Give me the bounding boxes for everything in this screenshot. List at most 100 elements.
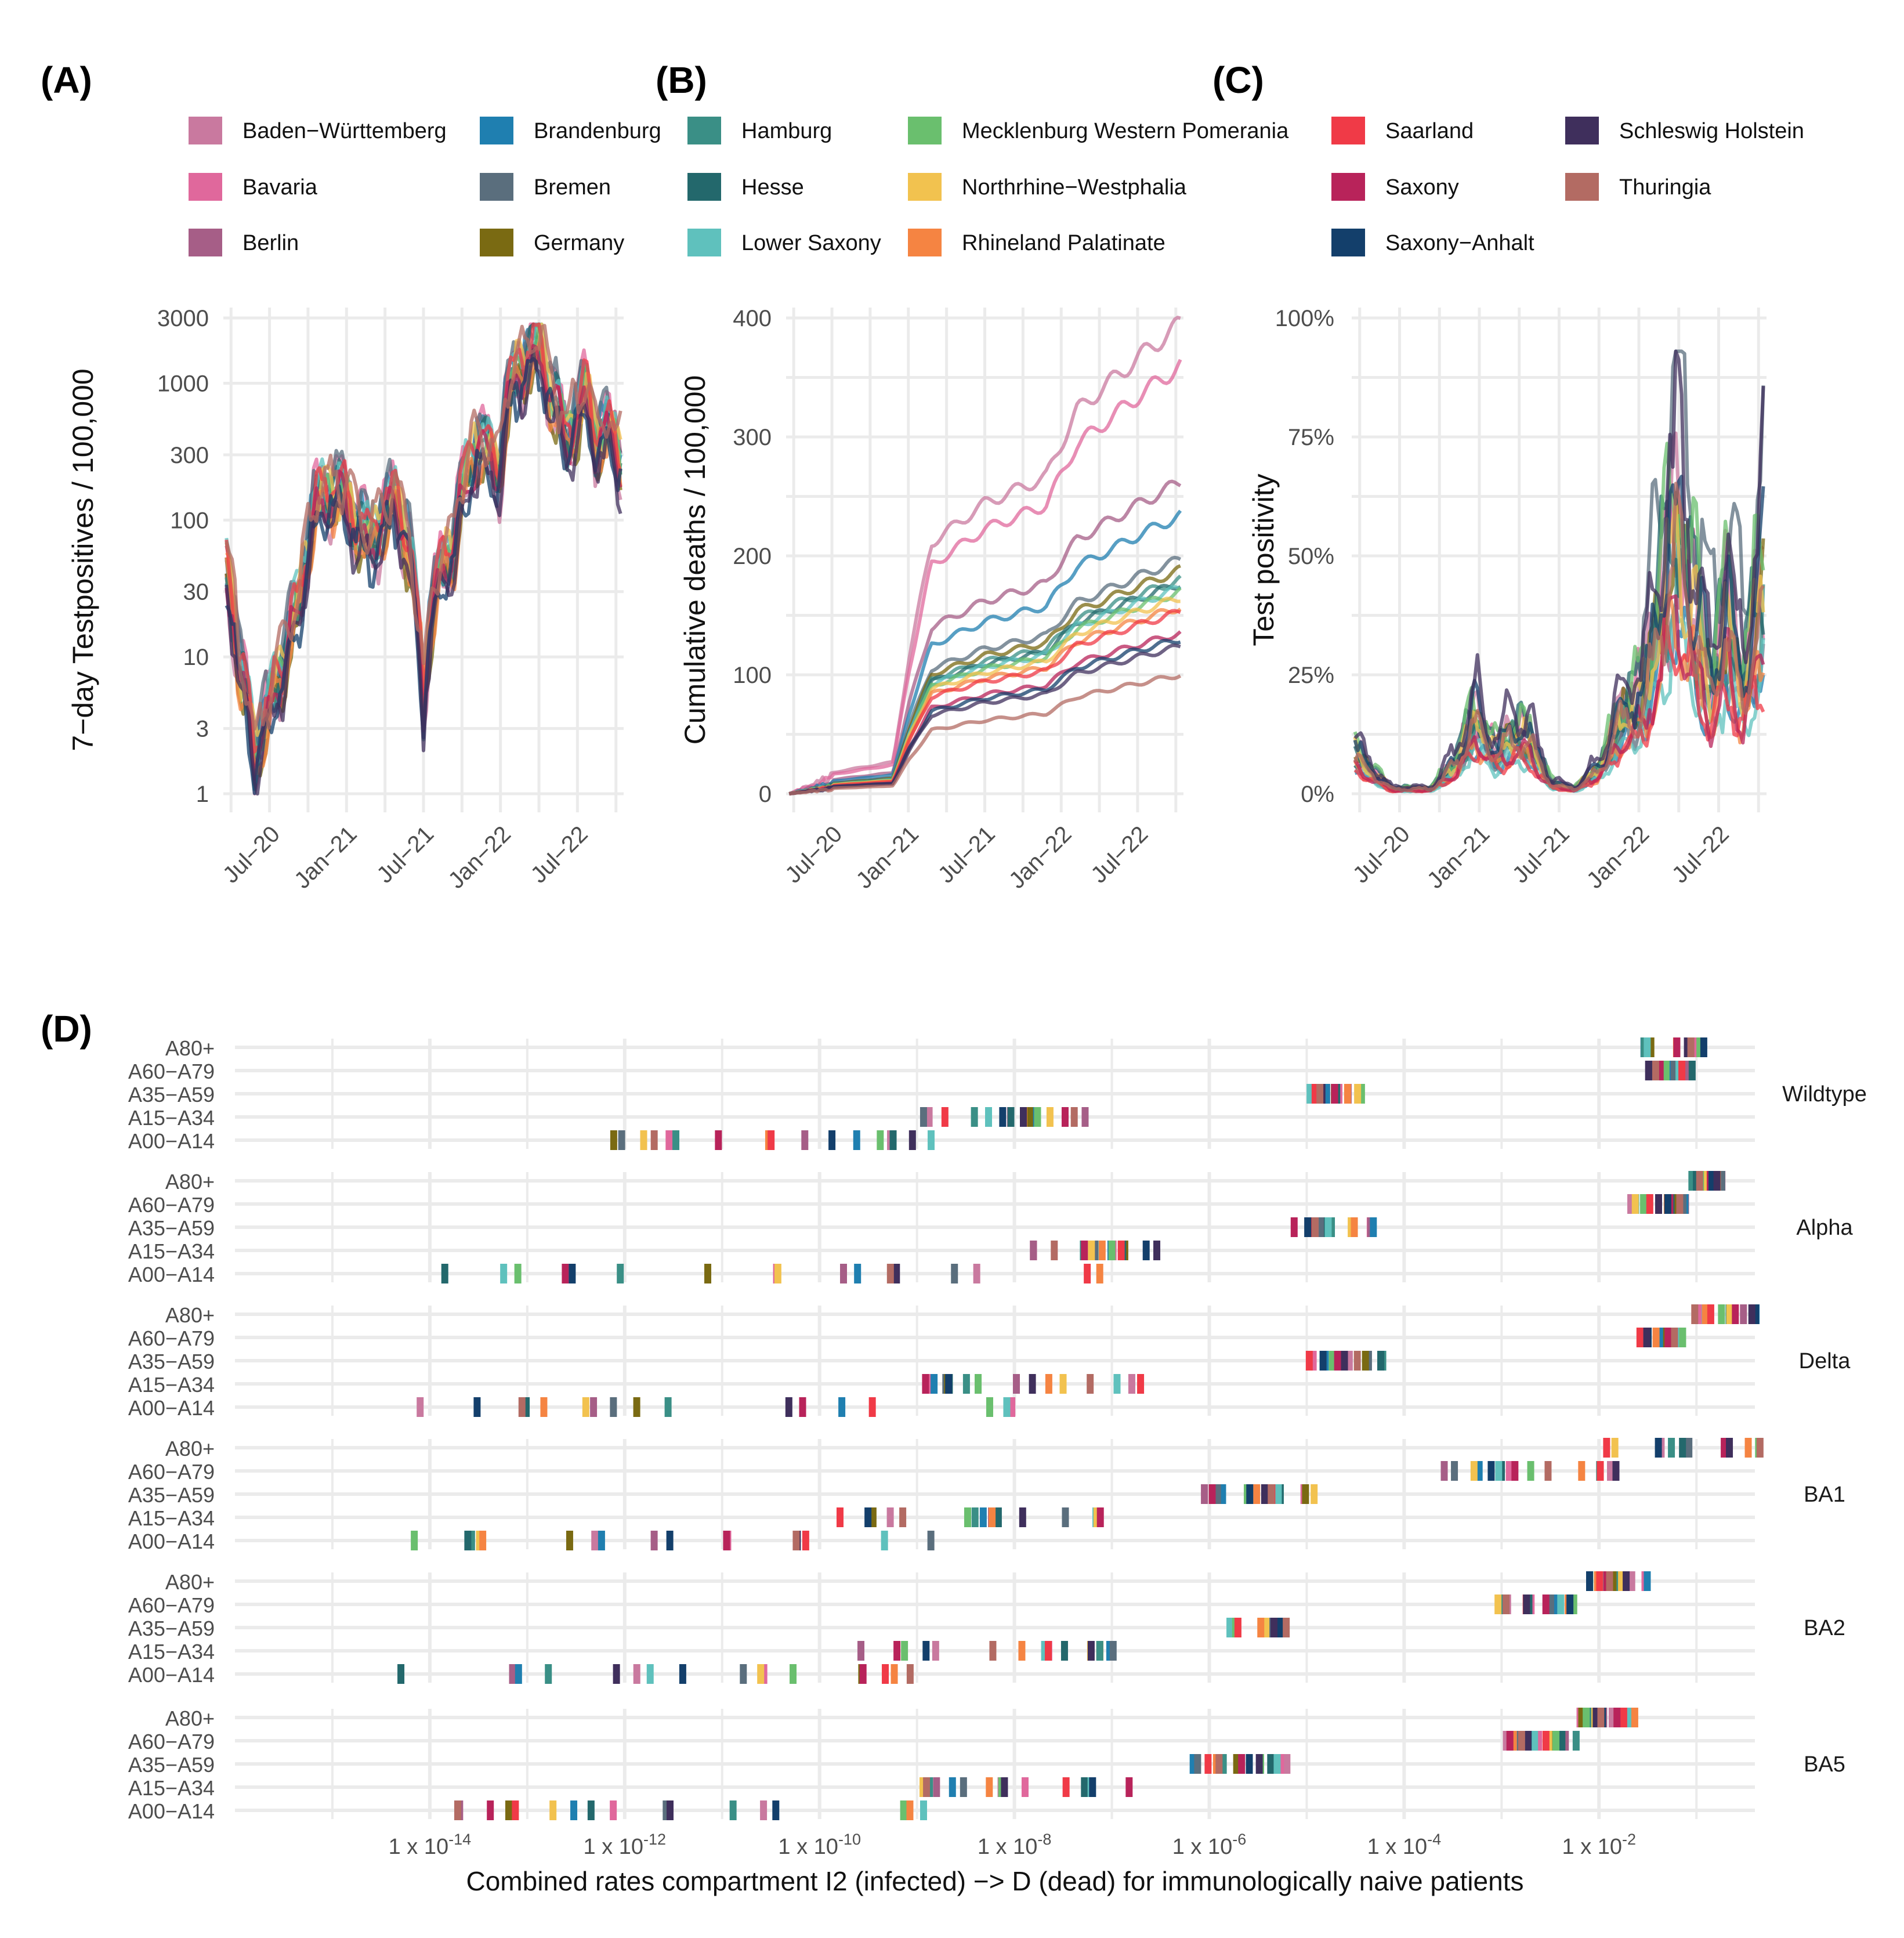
mark-delta-a00-a14: [633, 1397, 640, 1417]
mark-wildtype-a15-a34: [984, 1107, 992, 1127]
mark-alpha-a00-a14: [839, 1264, 847, 1283]
legend-item-berlin: Berlin: [189, 229, 299, 256]
y-tick-label: 0: [759, 782, 772, 807]
mark-delta-a35-a59: [1362, 1351, 1369, 1371]
mark-ba2-a35-a59: [1277, 1618, 1285, 1637]
series-line-thuringia: [788, 674, 1182, 796]
mark-ba5-a00-a14: [454, 1800, 461, 1820]
mark-delta-a80-: [1726, 1304, 1733, 1324]
y-tick-label: A00−A14: [128, 1129, 215, 1153]
mark-wildtype-a80-: [1687, 1037, 1695, 1057]
mark-ba1-a00-a14: [591, 1531, 599, 1550]
y-axis-label: Test positivity: [1247, 473, 1280, 646]
mark-ba2-a00-a14: [613, 1664, 620, 1684]
y-tick-label: 100: [733, 663, 772, 688]
legend-label: Germany: [534, 231, 624, 255]
mark-ba5-a60-a79: [1524, 1731, 1532, 1751]
mark-alpha-a80-: [1713, 1171, 1721, 1191]
mark-wildtype-a15-a34: [941, 1107, 949, 1127]
x-tick-label: 1 x 10-12: [584, 1831, 667, 1859]
tick-mantissa: 1 x 10: [1172, 1835, 1233, 1859]
mark-ba1-a35-a59: [1246, 1484, 1254, 1504]
mark-delta-a00-a14: [838, 1397, 846, 1417]
mark-wildtype-a15-a34: [1026, 1107, 1033, 1127]
mark-ba1-a15-a34: [989, 1507, 996, 1527]
mark-ba2-a15-a34: [1045, 1641, 1052, 1661]
mark-alpha-a35-a59: [1351, 1217, 1358, 1237]
mark-wildtype-a15-a34: [925, 1107, 933, 1127]
mark-alpha-a00-a14: [854, 1264, 861, 1283]
mark-ba1-a60-a79: [1487, 1461, 1495, 1481]
mark-wildtype-a00-a14: [610, 1130, 617, 1150]
mark-ba1-a15-a34: [1096, 1507, 1104, 1527]
series-line-thuringia: [1353, 482, 1765, 793]
mark-alpha-a35-a59: [1324, 1217, 1332, 1237]
legend-item-saarland: Saarland: [1331, 117, 1474, 144]
y-tick-label: A80+: [165, 1437, 215, 1460]
tick-mantissa: 1 x 10: [584, 1835, 644, 1859]
mark-ba2-a00-a14: [679, 1664, 686, 1684]
mark-ba5-a35-a59: [1238, 1754, 1246, 1774]
mark-ba5-a15-a34: [1125, 1777, 1133, 1797]
mark-ba1-a35-a59: [1311, 1484, 1318, 1504]
mark-wildtype-a00-a14: [665, 1130, 673, 1150]
mark-alpha-a35-a59: [1370, 1217, 1377, 1237]
mark-ba5-a00-a14: [512, 1800, 519, 1820]
variant-strip-label: Wildtype: [1782, 1082, 1867, 1107]
mark-ba2-a15-a34: [922, 1641, 930, 1661]
mark-ba1-a80-: [1611, 1438, 1619, 1458]
mark-alpha-a60-a79: [1676, 1194, 1684, 1214]
mark-wildtype-a15-a34: [1070, 1107, 1078, 1127]
mark-delta-a00-a14: [518, 1397, 526, 1417]
mark-ba5-a35-a59: [1204, 1754, 1212, 1774]
y-tick-label: A60−A79: [128, 1730, 215, 1753]
tick-mantissa: 1 x 10: [778, 1835, 838, 1859]
y-tick-label: A80+: [165, 1570, 215, 1594]
mark-delta-a60-a79: [1643, 1328, 1650, 1347]
mark-ba2-a35-a59: [1257, 1618, 1265, 1637]
mark-delta-a00-a14: [664, 1397, 672, 1417]
y-tick-label: A35−A59: [128, 1483, 215, 1507]
mark-delta-a60-a79: [1636, 1328, 1644, 1347]
y-tick-label: 3: [196, 716, 209, 742]
y-tick-label: A15−A34: [128, 1373, 215, 1397]
y-tick-label: A60−A79: [128, 1060, 215, 1083]
mark-ba1-a60-a79: [1607, 1461, 1615, 1481]
variant-strip-label: BA1: [1804, 1483, 1845, 1507]
mark-delta-a35-a59: [1334, 1351, 1341, 1371]
y-tick-label: A00−A14: [128, 1530, 215, 1553]
tick-mantissa: 1 x 10: [1367, 1835, 1428, 1859]
legend-label: Hamburg: [741, 119, 832, 143]
y-tick-label: A00−A14: [128, 1396, 215, 1420]
mark-delta-a15-a34: [945, 1374, 953, 1394]
tick-exponent: -6: [1232, 1831, 1246, 1848]
mark-wildtype-a15-a34: [1019, 1107, 1027, 1127]
mark-ba1-a15-a34: [994, 1507, 1002, 1527]
mark-ba1-a15-a34: [1019, 1507, 1026, 1527]
tick-exponent: -8: [1037, 1831, 1051, 1848]
legend-label: Hesse: [741, 175, 804, 200]
mark-ba1-a35-a59: [1268, 1484, 1275, 1504]
y-tick-label: A60−A79: [128, 1460, 215, 1484]
legend-item-hamburg: Hamburg: [687, 117, 832, 144]
mark-ba1-a80-: [1726, 1438, 1733, 1458]
mark-wildtype-a60-a79: [1645, 1061, 1652, 1080]
legend-item-schleswig-holstein: Schleswig Holstein: [1565, 117, 1804, 144]
mark-ba5-a80-: [1597, 1708, 1605, 1727]
mark-ba2-a00-a14: [757, 1664, 765, 1684]
mark-delta-a80-: [1732, 1304, 1739, 1324]
series-line-schleswig-holstein: [788, 643, 1181, 796]
legend-item-bremen: Bremen: [480, 173, 611, 201]
mark-ba1-a00-a14: [479, 1531, 487, 1550]
tick-exponent: -12: [643, 1831, 666, 1848]
mark-delta-a80-: [1691, 1304, 1699, 1324]
legend-item-rhineland-palatinate: Rhineland Palatinate: [908, 229, 1165, 256]
panel-label-a: (A): [41, 59, 92, 101]
mark-wildtype-a00-a14: [927, 1130, 935, 1150]
mark-delta-a35-a59: [1341, 1351, 1348, 1371]
y-tick-label: A35−A59: [128, 1083, 215, 1107]
mark-ba2-a60-a79: [1523, 1594, 1530, 1614]
mark-ba1-a80-: [1685, 1438, 1693, 1458]
variant-strip-label: BA2: [1804, 1616, 1845, 1640]
